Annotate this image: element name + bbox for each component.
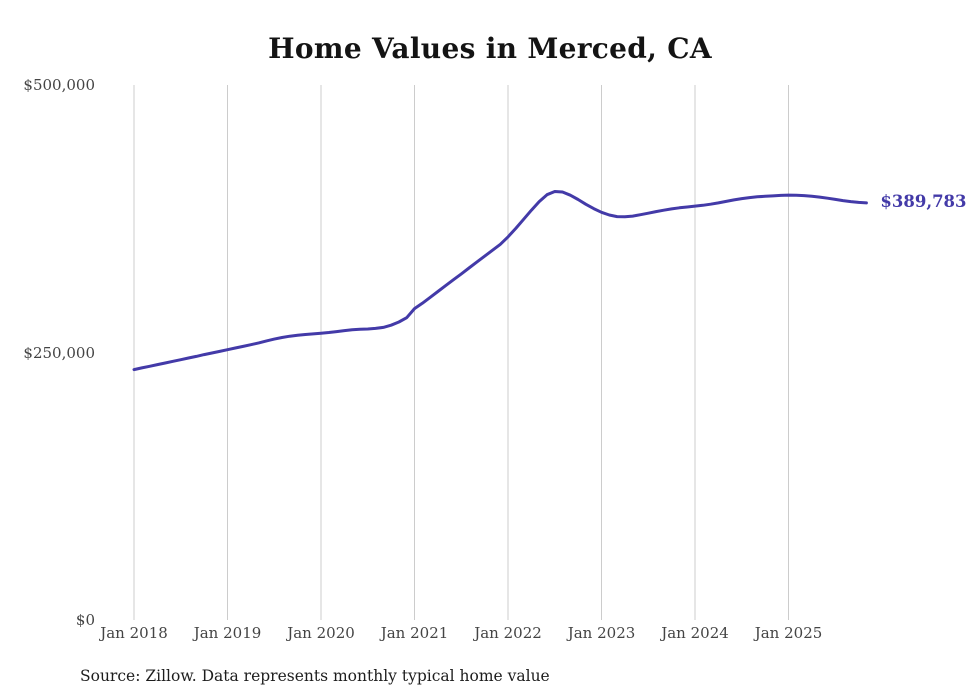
y-axis-tick-label: $250,000 xyxy=(23,343,95,362)
home-value-line xyxy=(132,190,868,372)
x-axis-tick-label: Jan 2024 xyxy=(661,624,729,642)
y-axis-tick-label: $500,000 xyxy=(23,76,95,94)
x-axis-tick-label: Jan 2020 xyxy=(287,624,355,642)
x-axis-tick-label: Jan 2019 xyxy=(193,624,262,642)
x-axis-tick-label: Jan 2021 xyxy=(380,624,449,642)
x-axis-tick-label: Jan 2022 xyxy=(474,624,542,642)
chart-title: Home Values in Merced, CA xyxy=(268,32,712,65)
gridlines xyxy=(133,85,789,620)
source-note: Source: Zillow. Data represents monthly … xyxy=(80,667,550,685)
x-axis-tick-label: Jan 2025 xyxy=(754,624,823,642)
y-axis-tick-label: $0 xyxy=(75,611,95,629)
latest-value-label: $389,783 xyxy=(880,191,967,211)
x-axis-tick-label: Jan 2018 xyxy=(100,624,168,642)
x-axis-tick-label: Jan 2023 xyxy=(567,624,636,642)
